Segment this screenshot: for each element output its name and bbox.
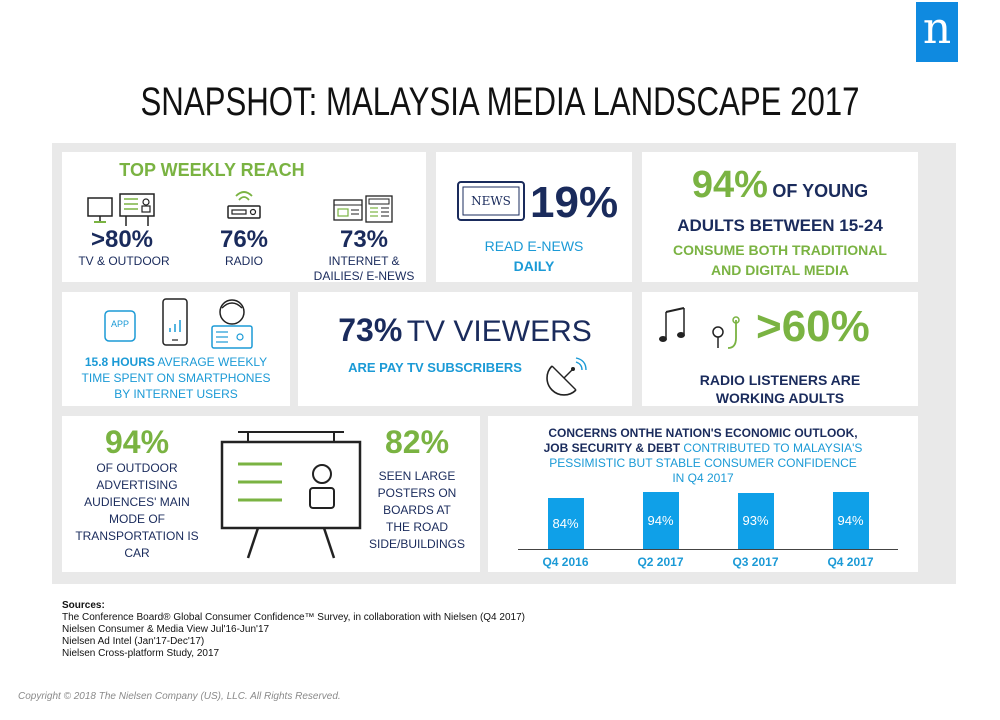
young-adults-line3: CONSUME BOTH TRADITIONAL [673,242,887,258]
sources-heading: Sources: [62,600,105,611]
pay-tv-headline: 73% TV VIEWERS [298,312,632,349]
internet-label-line2: DAILIES/ E-NEWS [313,269,415,283]
page-title: SNAPSHOT: MALAYSIA MEDIA LANDSCAPE 2017 [140,80,860,124]
radio-listeners-value: >60% [756,302,870,351]
young-adults-line1: OF YOUNG [772,181,869,201]
x-tick-label: Q4 2016 [542,555,589,569]
young-adults-headline: 94% OF YOUNG [642,164,918,207]
billboard-icon [220,431,362,559]
outdoor-left-line: AUDIENCES' MAIN [84,495,190,509]
music-note-icon [659,307,685,342]
confidence-line3: PESSIMISTIC BUT STABLE CONSUMER CONFIDEN… [549,456,857,470]
bar-value-label: 93% [742,512,769,528]
source-line: Nielsen Cross-platform Study, 2017 [62,648,220,659]
outdoor-left-line: ADVERTISING [96,478,178,492]
x-tick-label: Q4 2017 [827,555,874,569]
outdoor-left-line: OF OUTDOOR [96,461,178,475]
pay-tv-value-rest: TV VIEWERS [406,315,592,348]
internet-label-line1: INTERNET & [328,254,400,268]
confidence-line4: IN Q4 2017 [672,471,734,485]
bar-value-label: 94% [647,512,674,528]
smartphone-line1-rest: AVERAGE WEEKLY [157,355,268,369]
young-adults-value: 94% [691,164,768,206]
newspaper-icon [333,195,393,223]
copyright: Copyright © 2018 The Nielsen Company (US… [18,691,341,702]
bar-value-label: 94% [837,512,864,528]
radio-listeners-card: >60% RADIO LISTENERS ARE WORKING ADULTS [642,292,918,406]
outdoor-right-value: 82% [384,424,450,460]
infographic-panel: TOP WEEKLY REACH >80% TV & OUTDOOR 76% R [52,143,956,584]
tv-outdoor-label: TV & OUTDOOR [78,254,170,268]
tv-outdoor-icon [87,193,155,226]
nielsen-logo: n [916,2,958,62]
smartphone-line3: BY INTERNET USERS [114,387,238,401]
radio-value: 76% [219,226,269,253]
outdoor-left-line: MODE OF [109,512,165,526]
confidence-line2-bold: JOB SECURITY & DEBT [543,441,681,455]
confidence-line1: CONCERNS ONTHE NATION'S ECONOMIC OUTLOOK… [548,426,858,440]
bar-q4-2017 [832,492,869,549]
person-with-tablet-icon [211,299,253,349]
confidence-line2-rest: CONTRIBUTED TO MALAYSIA'S [683,441,863,455]
enews-line2: DAILY [513,258,555,274]
source-line: Nielsen Ad Intel (Jan'17-Dec'17) [62,636,205,647]
app-icon [104,310,136,342]
outdoor-left-line: CAR [124,546,150,560]
sources: Sources: The Conference Board® Global Co… [62,600,525,660]
young-adults-card: 94% OF YOUNG ADULTS BETWEEN 15-24 CONSUM… [642,152,918,282]
enews-line1: READ E-NEWS [484,238,584,254]
weekly-reach-card: TOP WEEKLY REACH >80% TV & OUTDOOR 76% R [62,152,426,283]
smartphone-line2: TIME SPENT ON SMARTPHONES [81,371,271,385]
outdoor-right-line: SIDE/BUILDINGS [368,537,466,551]
source-line: The Conference Board® Global Consumer Co… [62,612,525,623]
radio-listeners-line1: RADIO LISTENERS ARE [699,372,861,388]
smartphone-card: APP 15.8 HOURS AVERAGE WEEKLY TIME SPENT… [62,292,290,406]
bar-value-label: 84% [552,515,579,531]
outdoor-right-line: SEEN LARGE [378,469,456,483]
x-tick-label: Q3 2017 [732,555,779,569]
outdoor-right-line: BOARDS AT [383,503,451,517]
pay-tv-value: 73% [338,312,403,348]
outdoor-card: 94% OF OUTDOOR ADVERTISING AUDIENCES' MA… [62,416,480,572]
weekly-reach-heading: TOP WEEKLY REACH [119,160,305,180]
bar-q2-2017 [642,492,679,549]
enews-value: 19% [530,178,619,227]
young-adults-line2: ADULTS BETWEEN 15-24 [677,216,883,235]
tv-outdoor-value: >80% [90,226,154,253]
consumer-confidence-card: CONCERNS ONTHE NATION'S ECONOMIC OUTLOOK… [488,416,918,572]
outdoor-left-value: 94% [104,424,170,460]
smartphone-line1: 15.8 HOURS AVERAGE WEEKLY [62,354,290,370]
earphones-icon [712,316,740,349]
pay-tv-card: 73% TV VIEWERS ARE PAY TV SUBSCRIBERS [298,292,632,406]
news-tablet-icon [457,181,525,221]
confidence-bar-chart: 84% Q4 2016 94% Q2 2017 93% Q3 2017 94% Q4 2017 [488,416,918,572]
satellite-dish-icon [546,357,587,396]
smartphone-icon [162,298,188,346]
bar-q4-2016 [547,498,584,549]
radio-icon [227,191,261,219]
logo-letter: n [922,3,952,54]
outdoor-left-text: OF OUTDOOR ADVERTISING AUDIENCES' MAIN M… [62,460,212,562]
smartphone-hours: 15.8 HOURS [84,355,155,369]
source-line: Nielsen Consumer & Media View Jul'16-Jun… [62,624,270,635]
outdoor-right-line: THE ROAD [385,520,448,534]
enews-card: NEWS 19% READ E-NEWS DAILY [436,152,632,282]
bar-q3-2017 [737,492,774,549]
outdoor-right-text: SEEN LARGE POSTERS ON BOARDS AT THE ROAD… [362,468,472,553]
outdoor-right-line: POSTERS ON [377,486,457,500]
outdoor-left-line: TRANSPORTATION IS [75,529,199,543]
radio-label: RADIO [224,254,263,268]
radio-listeners-line2: WORKING ADULTS [715,390,845,406]
internet-value: 73% [339,226,389,253]
news-icon-text: NEWS [471,194,511,208]
x-tick-label: Q2 2017 [637,555,684,569]
young-adults-line4: AND DIGITAL MEDIA [711,262,849,278]
chart-baseline [518,549,898,550]
confidence-line2: JOB SECURITY & DEBT CONTRIBUTED TO MALAY… [488,441,918,455]
pay-tv-line2: ARE PAY TV SUBSCRIBERS [348,360,522,375]
app-icon-label: APP [110,319,129,329]
